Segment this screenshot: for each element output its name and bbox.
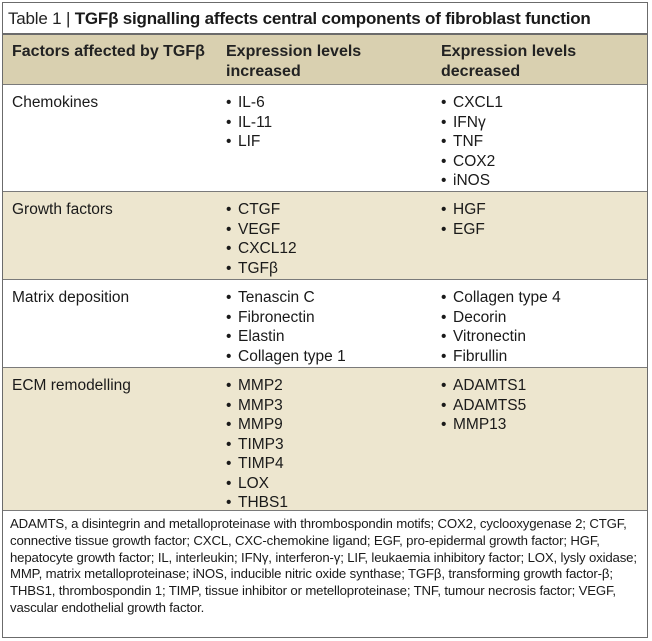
data-table: Factors affected by TGFβ Expression leve… xyxy=(3,33,647,513)
list-item: CTGF xyxy=(226,200,436,220)
increased-cell: MMP2MMP3MMP9TIMP3TIMP4LOXTHBS1 xyxy=(226,376,436,513)
table-row: ECM remodelling MMP2MMP3MMP9TIMP3TIMP4LO… xyxy=(3,367,647,513)
decreased-cell: ADAMTS1ADAMTS5MMP13 xyxy=(441,376,641,435)
increased-cell: IL-6IL-11LIF xyxy=(226,93,436,152)
list-item: EGF xyxy=(441,220,641,240)
increased-cell: Tenascin CFibronectinElastinCollagen typ… xyxy=(226,288,436,366)
table-row: Chemokines IL-6IL-11LIF CXCL1IFNγTNFCOX2… xyxy=(3,84,647,191)
list-item: THBS1 xyxy=(226,493,436,513)
list-item: MMP13 xyxy=(441,415,641,435)
list-item: Vitronectin xyxy=(441,327,641,347)
factor-cell: Growth factors xyxy=(12,201,113,218)
factor-cell: ECM remodelling xyxy=(12,377,131,394)
table-row: Growth factors CTGFVEGFCXCL12TGFβ HGFEGF xyxy=(3,191,647,279)
list-item: Fibrullin xyxy=(441,347,641,367)
header-increased: Expression levels increased xyxy=(226,43,362,80)
decreased-cell: Collagen type 4DecorinVitronectinFibrull… xyxy=(441,288,641,366)
table-title: TGFβ signalling affects central componen… xyxy=(74,9,591,28)
list-item: MMP9 xyxy=(226,415,436,435)
list-item: IFNγ xyxy=(441,113,641,133)
table-row: Matrix deposition Tenascin CFibronectinE… xyxy=(3,279,647,367)
list-item: HGF xyxy=(441,200,641,220)
table-footnote: ADAMTS, a disintegrin and metalloprotein… xyxy=(10,516,637,615)
list-item: TGFβ xyxy=(226,259,436,279)
increased-list: IL-6IL-11LIF xyxy=(226,93,436,152)
increased-list: Tenascin CFibronectinElastinCollagen typ… xyxy=(226,288,436,366)
list-item: MMP3 xyxy=(226,396,436,416)
list-item: ADAMTS1 xyxy=(441,376,641,396)
increased-cell: CTGFVEGFCXCL12TGFβ xyxy=(226,200,436,278)
list-item: Fibronectin xyxy=(226,308,436,328)
decreased-list: HGFEGF xyxy=(441,200,641,239)
decreased-list: Collagen type 4DecorinVitronectinFibrull… xyxy=(441,288,641,366)
list-item: VEGF xyxy=(226,220,436,240)
table-label: Table 1 | xyxy=(8,9,75,28)
list-item: IL-6 xyxy=(226,93,436,113)
list-item: TIMP4 xyxy=(226,454,436,474)
decreased-list: CXCL1IFNγTNFCOX2iNOS xyxy=(441,93,641,191)
list-item: ADAMTS5 xyxy=(441,396,641,416)
decreased-list: ADAMTS1ADAMTS5MMP13 xyxy=(441,376,641,435)
list-item: LIF xyxy=(226,132,436,152)
list-item: CXCL12 xyxy=(226,239,436,259)
list-item: Tenascin C xyxy=(226,288,436,308)
factor-cell: Chemokines xyxy=(12,94,99,111)
list-item: CXCL1 xyxy=(441,93,641,113)
list-item: Collagen type 1 xyxy=(226,347,436,367)
list-item: TIMP3 xyxy=(226,435,436,455)
table-caption: Table 1 | TGFβ signalling affects centra… xyxy=(8,8,591,30)
list-item: Elastin xyxy=(226,327,436,347)
decreased-cell: CXCL1IFNγTNFCOX2iNOS xyxy=(441,93,641,191)
header-factors: Factors affected by TGFβ xyxy=(12,43,205,60)
list-item: Collagen type 4 xyxy=(441,288,641,308)
list-item: TNF xyxy=(441,132,641,152)
list-item: COX2 xyxy=(441,152,641,172)
header-row: Factors affected by TGFβ Expression leve… xyxy=(3,33,647,84)
list-item: IL-11 xyxy=(226,113,436,133)
list-item: iNOS xyxy=(441,171,641,191)
factor-cell: Matrix deposition xyxy=(12,289,130,306)
header-decreased: Expression levels decreased xyxy=(441,43,577,80)
list-item: LOX xyxy=(226,474,436,494)
decreased-cell: HGFEGF xyxy=(441,200,641,239)
increased-list: CTGFVEGFCXCL12TGFβ xyxy=(226,200,436,278)
increased-list: MMP2MMP3MMP9TIMP3TIMP4LOXTHBS1 xyxy=(226,376,436,513)
list-item: Decorin xyxy=(441,308,641,328)
list-item: MMP2 xyxy=(226,376,436,396)
